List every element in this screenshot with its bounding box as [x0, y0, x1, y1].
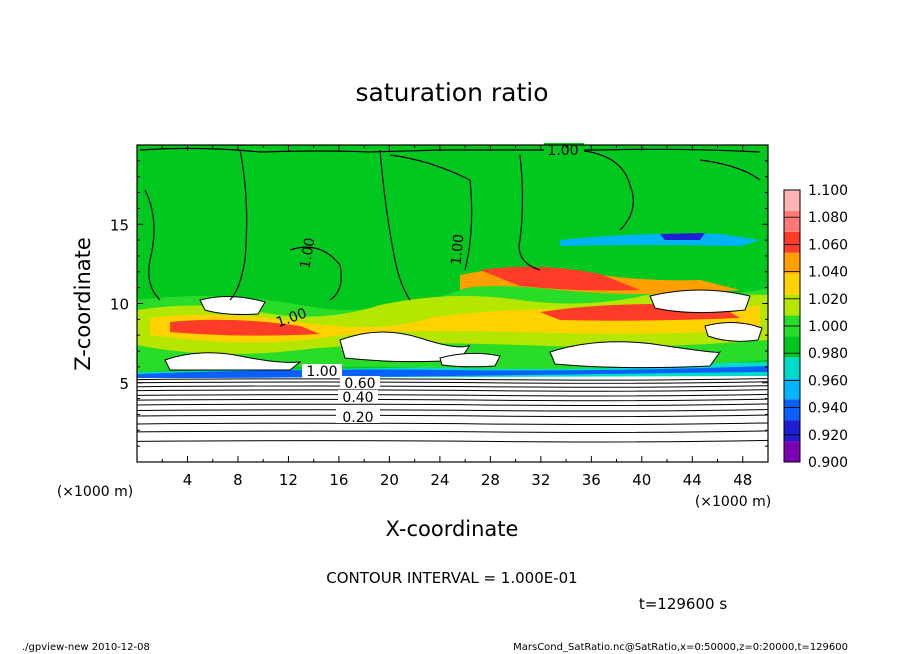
contour-label-bg-5 — [336, 409, 380, 423]
cloud-region-6 — [199, 295, 266, 315]
y-tick-label-1: 10 — [110, 296, 129, 314]
x-tick-label-10: 44 — [683, 471, 702, 489]
x-axis-title: X-coordinate — [386, 517, 519, 541]
chart-title: saturation ratio — [355, 78, 548, 107]
colorbar-swatch-0 — [784, 441, 800, 462]
y-axis-title: Z-coordinate — [71, 237, 95, 371]
x-tick-label-2: 12 — [279, 471, 298, 489]
x-tick-label-8: 36 — [582, 471, 601, 489]
contour-label-mid: 1.00 — [449, 233, 468, 265]
cloud-region-5 — [649, 289, 751, 314]
contour-line-top — [139, 147, 761, 153]
x-tick-label-3: 16 — [329, 471, 348, 489]
colorbar-label-1: 0.920 — [808, 428, 848, 444]
x-tick-label-7: 32 — [531, 471, 550, 489]
cloud-region-7 — [704, 322, 763, 342]
footer-left: ./gpview-new 2010-12-08 — [22, 642, 150, 653]
colorbar-label-0: 0.900 — [808, 455, 848, 471]
lower-contour-1 — [137, 381, 768, 384]
cloud-region-4 — [549, 341, 721, 369]
x-tick-label-6: 28 — [481, 471, 500, 489]
contour-interval-note: CONTOUR INTERVAL = 1.000E-01 — [326, 569, 577, 587]
contour-line-2 — [379, 149, 411, 301]
contour-line-5 — [559, 149, 634, 231]
field-blue-edge — [137, 366, 768, 378]
colorbar-swatch-2 — [784, 399, 800, 421]
contour-line-8 — [289, 246, 342, 301]
lower-contour-lines — [137, 378, 768, 443]
x-tick-label-11: 48 — [733, 471, 752, 489]
x-tick-label-1: 8 — [233, 471, 243, 489]
x-tick-label-5: 24 — [430, 471, 449, 489]
colorbar-label-3: 0.960 — [808, 373, 848, 389]
lower-contour-0 — [137, 378, 768, 381]
colorbar: 0.900 0.920 0.940 0.960 0.980 1.000 1.020 1.040… — [783, 183, 848, 471]
colorbar-swatch-12 — [784, 190, 800, 211]
lower-contour-10 — [137, 430, 768, 433]
x-tick-label-4: 20 — [380, 471, 399, 489]
colorbar-swatch-11 — [784, 210, 800, 232]
contour-line-4 — [518, 154, 541, 271]
lower-contour-7 — [137, 408, 768, 412]
colorbar-swatch-7 — [784, 294, 800, 316]
colorbar-label-8: 1.060 — [808, 237, 848, 253]
y-tick-label-0: 5 — [119, 375, 129, 393]
colorbar-label-2: 0.940 — [808, 401, 848, 417]
colorbar-label-7: 1.040 — [808, 265, 848, 281]
contour-label-bg-1 — [544, 143, 584, 157]
colorbar-swatch-4 — [784, 357, 800, 379]
contour-label-left: 1.00 — [297, 237, 318, 270]
field-blue-streak — [660, 233, 705, 240]
x-tick-label-0: 4 — [183, 471, 193, 489]
contour-label-bg-2 — [302, 364, 342, 378]
cloud-region-2 — [339, 331, 471, 363]
lower-contour-9 — [137, 422, 768, 426]
colorbar-swatch-10 — [784, 231, 800, 253]
colorbar-label-5: 1.000 — [808, 319, 848, 335]
cloud-region-3 — [439, 352, 501, 368]
colorbar-swatch-3 — [784, 378, 800, 400]
contour-label-low: 1.00 — [306, 364, 337, 380]
plot-area — [137, 145, 768, 462]
lower-contour-8 — [137, 414, 768, 418]
footer-right: MarsCond_SatRatio.nc@SatRatio,x=0:50000,… — [513, 642, 848, 653]
contour-line-6 — [144, 189, 161, 301]
contour-line-7 — [699, 159, 761, 181]
cloud-region-1 — [164, 352, 302, 371]
contour-label-020: 0.20 — [342, 410, 373, 426]
colorbar-label-10: 1.100 — [808, 183, 848, 199]
contour-label-040: 0.40 — [342, 390, 373, 406]
y-tick-label-2: 15 — [110, 216, 129, 234]
colorbar-swatch-8 — [784, 273, 800, 295]
x-axis-ticks: 4 8 12 16 20 24 28 32 36 40 44 48 — [161, 145, 752, 489]
field-upper-red — [480, 266, 640, 291]
lower-contour-3 — [137, 389, 768, 392]
field-cyan-streak — [560, 233, 760, 246]
lower-contour-11 — [137, 439, 768, 443]
y-axis-ticks: 5 10 15 — [110, 160, 768, 447]
contour-label-top: 1.00 — [547, 143, 578, 159]
time-label: t=129600 s — [639, 595, 727, 613]
lower-contour-4 — [137, 393, 768, 397]
lower-contour-2 — [137, 385, 768, 388]
contour-label-bg-4 — [338, 390, 378, 403]
contour-label-bg-3 — [340, 376, 380, 389]
x-tick-label-9: 40 — [632, 471, 651, 489]
colorbar-swatch-5 — [784, 336, 800, 358]
colorbar-label-4: 0.980 — [808, 346, 848, 362]
colorbar-swatch-9 — [784, 252, 800, 274]
contour-line-3 — [389, 154, 473, 271]
lower-contour-6 — [137, 403, 768, 407]
colorbar-swatch-1 — [784, 420, 800, 442]
field-lower-red — [170, 319, 320, 336]
x-unit-label: (×1000 m) — [695, 494, 771, 510]
lower-contour-5 — [137, 398, 768, 402]
z-unit-label: (×1000 m) — [57, 484, 133, 500]
contour-label-060: 0.60 — [344, 376, 375, 392]
colorbar-label-9: 1.080 — [808, 210, 848, 226]
colorbar-label-6: 1.020 — [808, 292, 848, 308]
contour-line-1 — [229, 149, 248, 301]
